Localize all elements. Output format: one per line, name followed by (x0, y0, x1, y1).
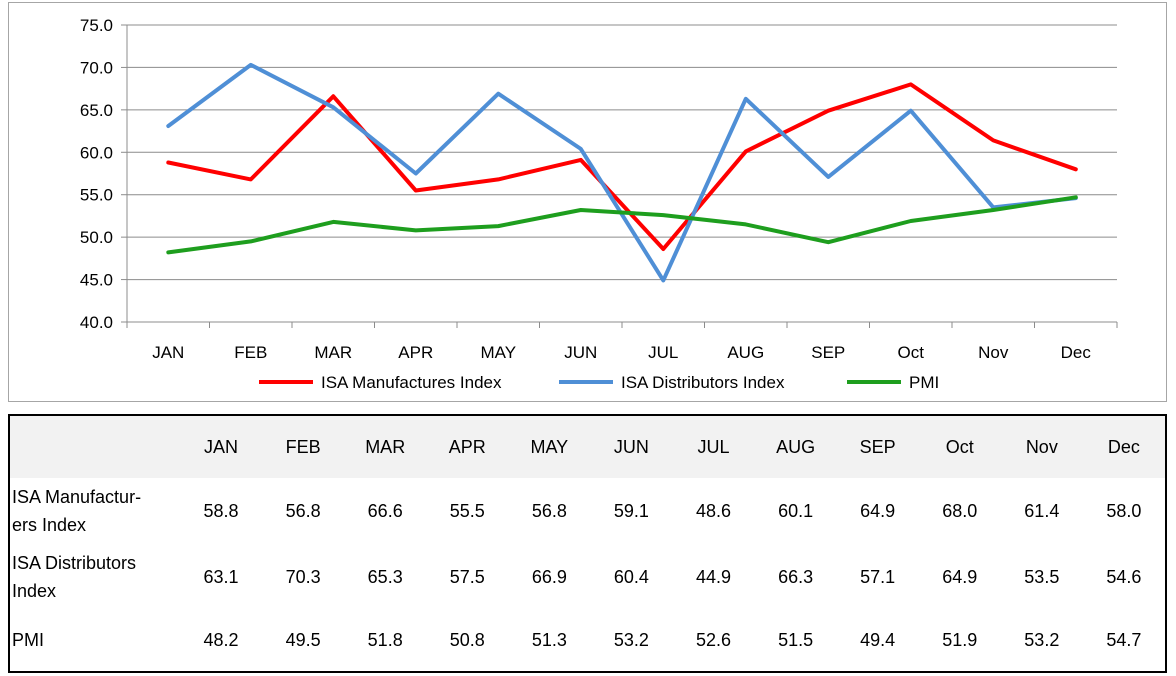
table-cell: 63.1 (203, 566, 239, 587)
legend-label: ISA Distributors Index (621, 373, 785, 392)
table-cell: 56.8 (285, 500, 321, 521)
table-row: PMI 48.2 49.5 51.8 50.8 51.3 53.2 52.6 5… (10, 610, 1165, 670)
table-cell: 53.5 (1024, 566, 1060, 587)
table-cell: 51.3 (531, 629, 567, 650)
table-cell: 49.5 (285, 629, 321, 650)
table-cell: 48.2 (203, 629, 239, 650)
x-tick-label: Nov (978, 343, 1009, 362)
table-cell: 57.5 (449, 566, 485, 587)
row-label-line: PMI (12, 630, 45, 650)
table-cell: 50.8 (449, 629, 485, 650)
table-row: ISA Distributors Index 63.1 70.3 65.3 57.… (10, 544, 1165, 610)
y-tick-label: 45.0 (80, 271, 113, 290)
table-header-cell: APR (448, 436, 486, 457)
table-cell: 54.7 (1106, 629, 1142, 650)
table-header-cell: AUG (776, 436, 816, 457)
table-header-cell: FEB (285, 436, 321, 457)
table-cell: 51.8 (367, 629, 403, 650)
y-tick-label: 40.0 (80, 313, 113, 332)
legend-label: ISA Manufactures Index (321, 373, 502, 392)
row-label-line: ISA Distributors (12, 553, 137, 573)
x-tick-label: MAY (480, 343, 516, 362)
table-cell: 44.9 (695, 566, 732, 587)
table-cell: 64.9 (860, 500, 896, 521)
table-cell: 70.3 (285, 566, 321, 587)
table-corner-cell (10, 416, 180, 478)
x-tick-label: SEP (811, 343, 845, 362)
table-header-cell: Oct (945, 436, 974, 457)
series-line (166, 195, 1078, 255)
y-tick-label: 75.0 (80, 16, 113, 35)
x-tick-label: Oct (898, 343, 925, 362)
x-tick-label: Dec (1061, 343, 1092, 362)
table-cell: 61.4 (1024, 500, 1060, 521)
table-cell: 51.5 (778, 629, 814, 650)
table-cell: 52.6 (695, 629, 732, 650)
x-tick-label: APR (398, 343, 433, 362)
table-header-cell: SEP (859, 436, 896, 457)
table-cell: 48.6 (695, 500, 732, 521)
y-tick-label: 65.0 (80, 101, 113, 120)
table-cell: 53.2 (613, 629, 649, 650)
table-header-cell: Nov (1025, 436, 1058, 457)
chart-frame: 40.0 45.0 50.0 55.0 60.0 65.0 70.0 75.0 JAN FEB MA… (8, 2, 1167, 402)
table-cell: 68.0 (942, 500, 978, 521)
table-cell: 58.8 (203, 500, 239, 521)
table-cell: 58.0 (1106, 500, 1142, 521)
table-cell: 66.6 (367, 500, 403, 521)
table-header-cell: MAR (365, 436, 406, 457)
x-tick-label: JAN (152, 343, 184, 362)
table-header-cell: Dec (1107, 436, 1140, 457)
table-cell: 49.4 (860, 629, 896, 650)
table-cell: 64.9 (942, 566, 978, 587)
row-label-line: ISA Manufactur- (12, 487, 142, 507)
table-row-label: ISA Distributors Index (10, 544, 180, 610)
table-cell: 66.3 (778, 566, 814, 587)
table-cell: 51.9 (942, 629, 978, 650)
table-header-cell: MAY (530, 436, 569, 457)
table-header-row: JAN FEB MAR APR MAY JUN JUL AUG SEP Oct … (10, 416, 1165, 478)
data-table-frame: JAN FEB MAR APR MAY JUN JUL AUG SEP Oct … (8, 414, 1167, 673)
table-row: ISA Manufactur-ers Index 58.8 56.8 66.6 … (10, 478, 1165, 544)
x-tick-label: MAR (314, 343, 352, 362)
y-tick-label: 60.0 (80, 143, 113, 162)
x-tick-label: JUN (564, 343, 597, 362)
table-cell: 59.1 (613, 500, 649, 521)
table-row-label: ISA Manufactur-ers Index (10, 478, 180, 544)
row-label-line: ers Index (12, 515, 87, 535)
table-cell: 54.6 (1106, 566, 1142, 587)
y-tick-label: 50.0 (80, 228, 113, 247)
y-tick-label: 55.0 (80, 186, 113, 205)
table-row-label: PMI (10, 610, 180, 670)
table-cell: 66.9 (531, 566, 567, 587)
x-tick-label: AUG (727, 343, 764, 362)
line-chart: 40.0 45.0 50.0 55.0 60.0 65.0 70.0 75.0 JAN FEB MA… (80, 16, 1118, 392)
table-cell: 57.1 (860, 566, 896, 587)
row-label-line: Index (12, 581, 57, 601)
x-tick-label: FEB (234, 343, 267, 362)
table-cell: 65.3 (367, 566, 403, 587)
y-tick-label: 70.0 (80, 58, 113, 77)
table-header-cell: JUL (697, 436, 730, 457)
series-line (166, 82, 1078, 251)
table-header-cell: JAN (204, 436, 239, 457)
table-header-cell: JUN (613, 436, 649, 457)
table-cell: 53.2 (1024, 629, 1060, 650)
table-cell: 60.1 (778, 500, 814, 521)
table-cell: 56.8 (531, 500, 567, 521)
table-cell: 55.5 (449, 500, 485, 521)
table-cell: 60.4 (613, 566, 649, 587)
series-line (166, 62, 1078, 283)
legend-label: PMI (909, 373, 939, 392)
x-tick-label: JUL (648, 343, 678, 362)
data-table: JAN FEB MAR APR MAY JUN JUL AUG SEP Oct … (10, 416, 1165, 670)
